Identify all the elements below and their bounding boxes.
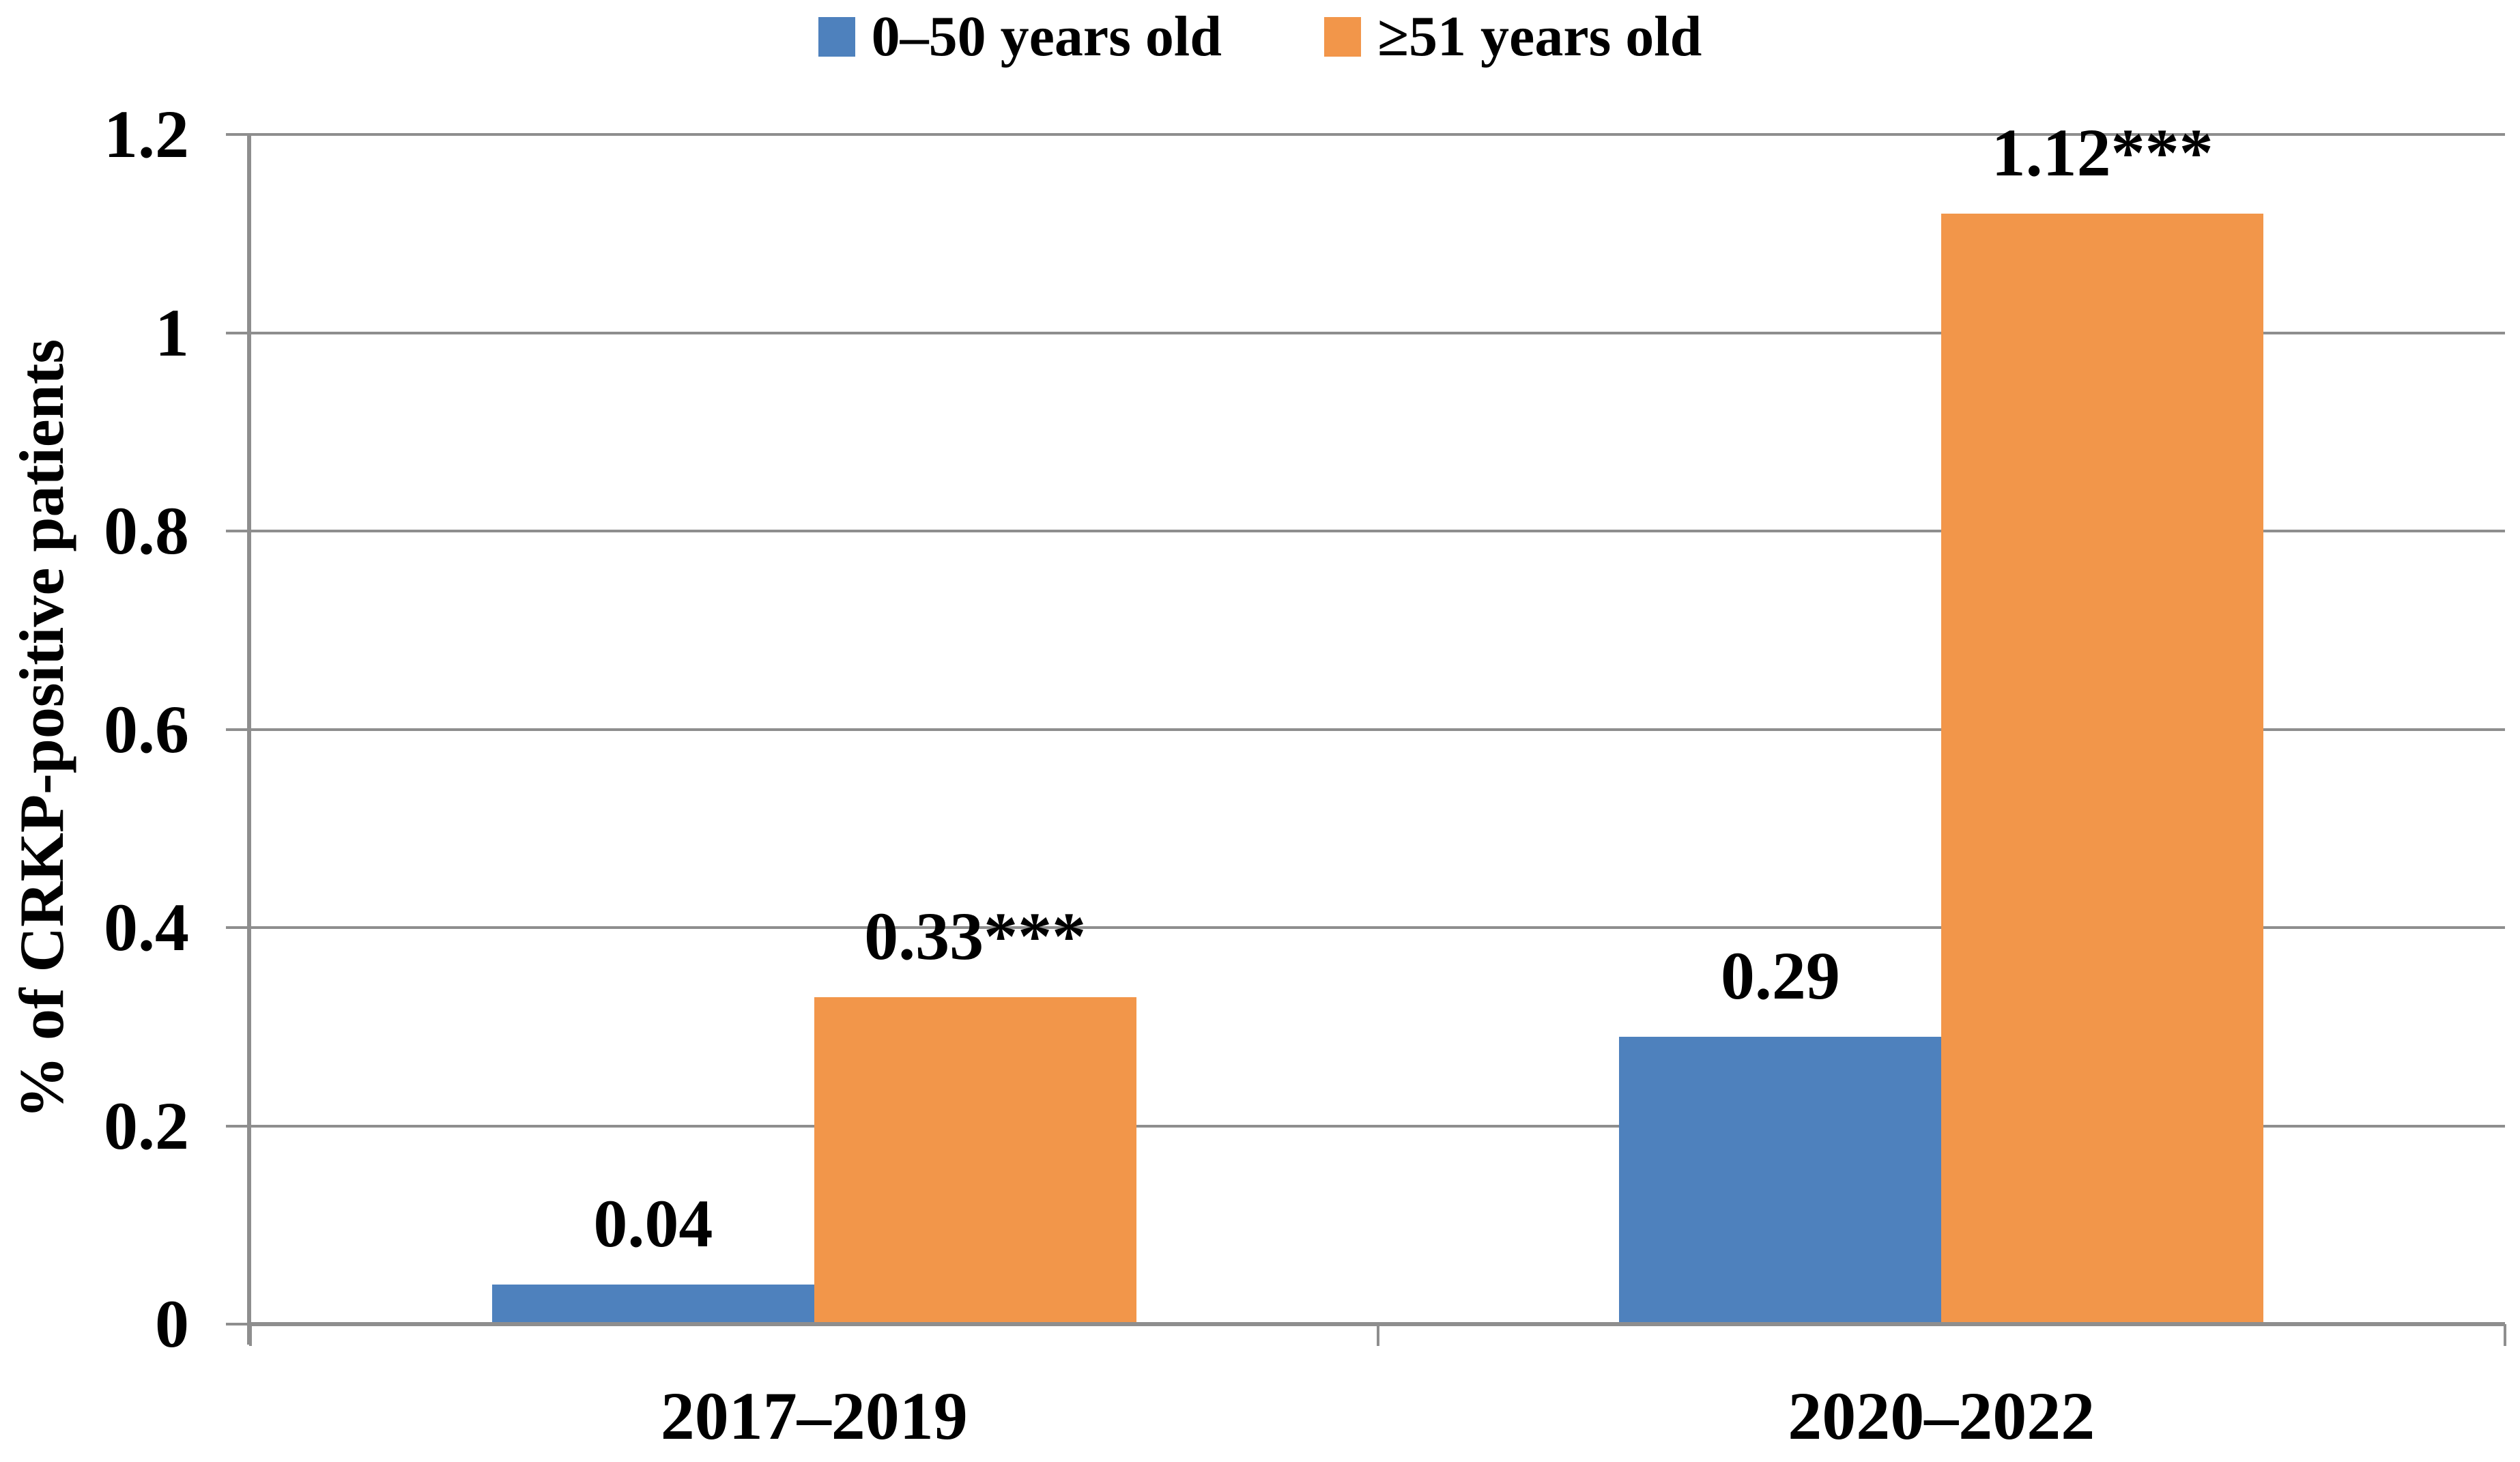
gridline: [250, 530, 2505, 532]
bar-series-1: [1941, 214, 2264, 1324]
y-tick-mark: [226, 728, 256, 731]
x-tick-label: 2020–2022: [1788, 1378, 2095, 1454]
x-tick-mark: [1376, 1324, 1379, 1346]
y-tick-label: 0.2: [104, 1087, 189, 1164]
legend-item-0-50: 0–50 years old: [818, 8, 1222, 66]
gridline: [250, 331, 2505, 334]
bar-value-label: 0.33***: [864, 898, 1087, 974]
bar-series-1: [814, 997, 1136, 1324]
y-tick-label: 1.2: [104, 96, 189, 172]
gridline: [250, 1124, 2505, 1128]
gridline: [250, 728, 2505, 731]
y-axis-line: [247, 134, 251, 1345]
y-tick-label: 1: [155, 294, 189, 371]
bar-value-label: 0.04: [593, 1185, 713, 1261]
bar-value-label: 1.12***: [1991, 115, 2214, 191]
y-tick-mark: [226, 1323, 256, 1325]
gridline: [250, 926, 2505, 929]
y-tick-mark: [226, 926, 256, 929]
y-tick-mark: [226, 133, 256, 136]
x-tick-label: 2017–2019: [660, 1378, 968, 1454]
legend-label-0-50: 0–50 years old: [871, 5, 1222, 68]
legend: 0–50 years old ≥51 years old: [0, 8, 2520, 66]
bar-series-0: [1619, 1036, 1942, 1324]
legend-label-51plus: ≥51 years old: [1377, 5, 1702, 68]
y-tick-label: 0.8: [104, 493, 189, 569]
gridline: [250, 133, 2505, 136]
x-axis-line: [250, 1322, 2505, 1326]
y-tick-label: 0.4: [104, 889, 189, 965]
y-tick-mark: [226, 530, 256, 532]
x-tick-mark: [2504, 1324, 2506, 1346]
bar-series-0: [491, 1284, 814, 1324]
legend-swatch-orange-icon: [1323, 17, 1361, 57]
y-tick-mark: [226, 1124, 256, 1128]
bar-value-label: 0.29: [1720, 937, 1840, 1014]
y-tick-mark: [226, 331, 256, 334]
legend-swatch-blue-icon: [818, 17, 855, 57]
y-tick-label: 0.6: [104, 691, 189, 767]
y-tick-label: 0: [155, 1286, 189, 1362]
plot-area: 0 0.2 0.4 0.6 0.8 1 1.2 0.04 0.33*** 2017–2019 0.2…: [104, 100, 2506, 1450]
legend-item-51plus: ≥51 years old: [1323, 5, 1702, 68]
y-axis-title: % of CRKP-positive patients: [7, 339, 76, 1119]
